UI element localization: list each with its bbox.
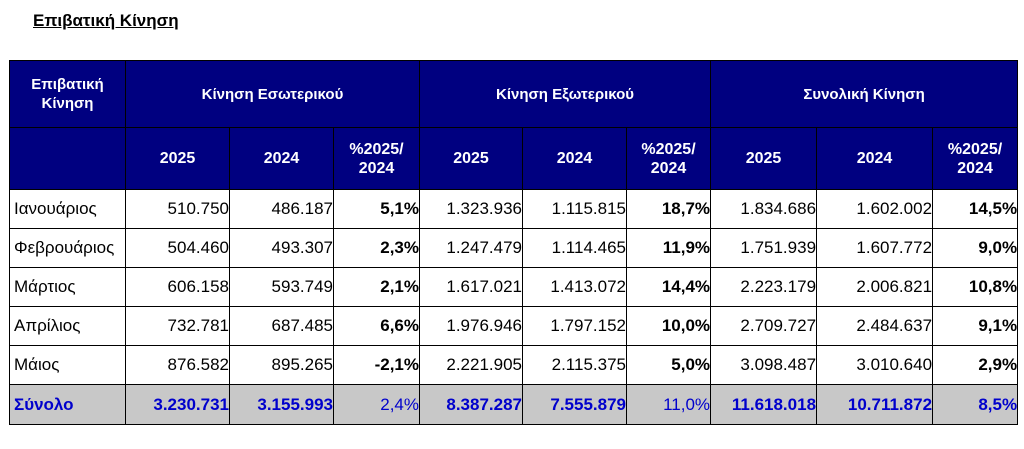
pct-cell: 9,1% (932, 306, 1019, 346)
pct-cell: -2,1% (333, 345, 420, 385)
value-cell: 1.607.772 (816, 228, 934, 268)
value-cell: 1.797.152 (522, 306, 627, 346)
col-header-year: 2024 (229, 127, 334, 190)
pct-cell: 18,7% (625, 189, 712, 229)
value-cell: 2.484.637 (816, 306, 934, 346)
group-header-international: Κίνηση Εξωτερικού (418, 60, 712, 128)
pct-cell: 5,0% (625, 345, 712, 385)
value-cell: 3.098.487 (710, 345, 818, 385)
pct-cell: 2,1% (333, 267, 420, 307)
month-cell: Απρίλιος (9, 306, 126, 346)
pct-cell: 2,3% (333, 228, 420, 268)
passenger-traffic-table: Επιβατική Κίνηση Κίνηση Εσωτερικού Κίνηση… (9, 60, 1019, 425)
value-cell: 1.617.021 (419, 267, 523, 307)
value-cell: 504.460 (125, 228, 230, 268)
value-cell: 3.010.640 (816, 345, 934, 385)
value-cell: 876.582 (125, 345, 230, 385)
total-value-cell: 10.711.872 (816, 384, 934, 425)
total-value-cell: 3.230.731 (125, 384, 230, 425)
value-cell: 1.834.686 (710, 189, 818, 229)
table-row: Μάιος 876.582 895.265 -2,1% 2.221.905 2.… (9, 345, 1019, 385)
month-cell: Φεβρουάριος (9, 228, 126, 268)
value-cell: 510.750 (125, 189, 230, 229)
month-cell: Ιανουάριος (9, 189, 126, 229)
total-value-cell: 11.618.018 (710, 384, 818, 425)
group-header-total: Συνολική Κίνηση (710, 60, 1019, 128)
value-cell: 1.114.465 (522, 228, 627, 268)
pct-cell: 11,9% (625, 228, 712, 268)
month-cell: Μάρτιος (9, 267, 126, 307)
total-value-cell: 3.155.993 (229, 384, 334, 425)
table-row: Φεβρουάριος 504.460 493.307 2,3% 1.247.4… (9, 228, 1019, 268)
header-row-years: 2025 2024 %2025/2024 2025 2024 %2025/202… (9, 127, 1019, 190)
value-cell: 2.115.375 (522, 345, 627, 385)
col-header-year: 2024 (522, 127, 627, 190)
pct-cell: 10,0% (625, 306, 712, 346)
value-cell: 2.709.727 (710, 306, 818, 346)
total-label: Σύνολο (9, 384, 126, 425)
value-cell: 732.781 (125, 306, 230, 346)
col-header-year: 2025 (710, 127, 818, 190)
group-header-domestic: Κίνηση Εσωτερικού (125, 60, 420, 128)
pct-cell: 5,1% (333, 189, 420, 229)
value-cell: 2.221.905 (419, 345, 523, 385)
value-cell: 486.187 (229, 189, 334, 229)
corner-header-blank (9, 127, 126, 190)
value-cell: 2.223.179 (710, 267, 818, 307)
pct-cell: 9,0% (932, 228, 1019, 268)
value-cell: 1.602.002 (816, 189, 934, 229)
col-header-year: 2024 (816, 127, 934, 190)
col-header-year: 2025 (419, 127, 523, 190)
value-cell: 2.006.821 (816, 267, 934, 307)
value-cell: 1.976.946 (419, 306, 523, 346)
total-value-cell: 7.555.879 (522, 384, 627, 425)
value-cell: 593.749 (229, 267, 334, 307)
table-row: Ιανουάριος 510.750 486.187 5,1% 1.323.93… (9, 189, 1019, 229)
col-header-pct: %2025/2024 (625, 127, 712, 190)
page-title: Επιβατική Κίνηση (33, 11, 179, 30)
total-pct-cell: 2,4% (333, 384, 420, 425)
value-cell: 1.413.072 (522, 267, 627, 307)
pct-cell: 10,8% (932, 267, 1019, 307)
pct-cell: 2,9% (932, 345, 1019, 385)
value-cell: 1.323.936 (419, 189, 523, 229)
total-pct-cell: 8,5% (932, 384, 1019, 425)
value-cell: 606.158 (125, 267, 230, 307)
value-cell: 493.307 (229, 228, 334, 268)
table-row: Απρίλιος 732.781 687.485 6,6% 1.976.946 … (9, 306, 1019, 346)
col-header-pct: %2025/2024 (932, 127, 1019, 190)
pct-cell: 6,6% (333, 306, 420, 346)
col-header-pct: %2025/2024 (333, 127, 420, 190)
total-pct-cell: 11,0% (625, 384, 712, 425)
value-cell: 895.265 (229, 345, 334, 385)
pct-cell: 14,4% (625, 267, 712, 307)
total-row: Σύνολο 3.230.731 3.155.993 2,4% 8.387.28… (9, 384, 1019, 425)
value-cell: 1.751.939 (710, 228, 818, 268)
corner-header: Επιβατική Κίνηση (9, 60, 126, 128)
col-header-year: 2025 (125, 127, 230, 190)
table-row: Μάρτιος 606.158 593.749 2,1% 1.617.021 1… (9, 267, 1019, 307)
header-row-groups: Επιβατική Κίνηση Κίνηση Εσωτερικού Κίνηση… (9, 60, 1019, 128)
value-cell: 1.247.479 (419, 228, 523, 268)
value-cell: 687.485 (229, 306, 334, 346)
pct-cell: 14,5% (932, 189, 1019, 229)
value-cell: 1.115.815 (522, 189, 627, 229)
total-value-cell: 8.387.287 (419, 384, 523, 425)
month-cell: Μάιος (9, 345, 126, 385)
